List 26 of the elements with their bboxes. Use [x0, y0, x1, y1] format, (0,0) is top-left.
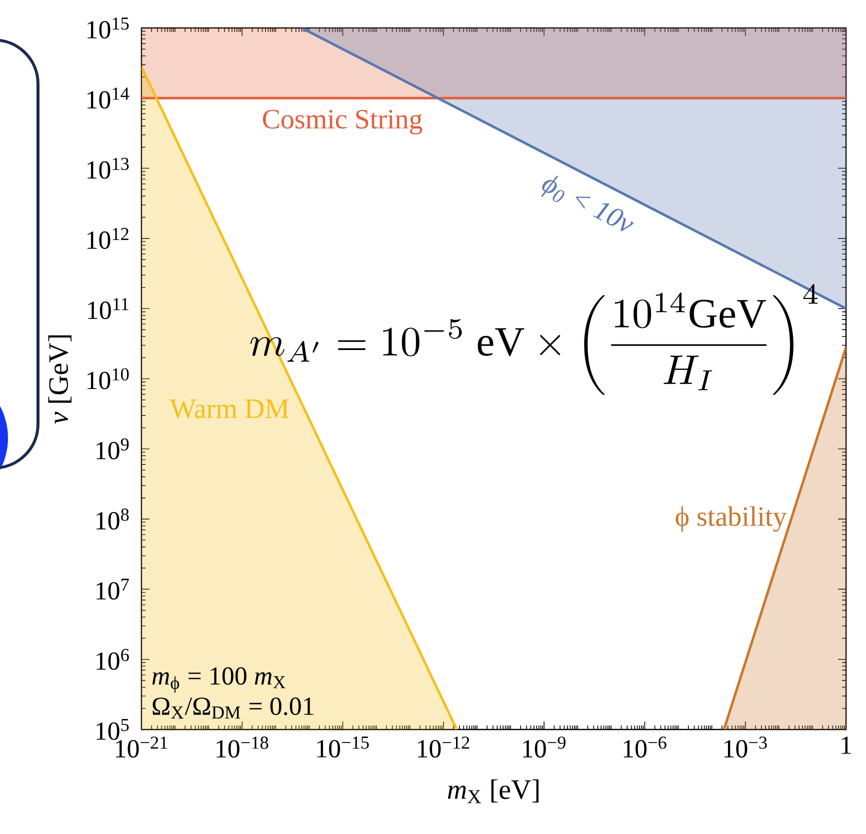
x-tick-label: 10$^{−18}$ — [216, 736, 268, 758]
y-tick-label: 10$^{9}$ — [96, 438, 129, 460]
y-tick-label: 10$^{5}$ — [96, 719, 129, 740]
x-tick-label: 10$^{−12}$ — [418, 736, 470, 758]
x-axis-title: m$_{X}$ [eV] — [448, 779, 539, 804]
x-tick-label: 10$^{−15}$ — [317, 736, 369, 758]
y-tick-label: 10$^{6}$ — [96, 648, 129, 670]
series-label: Cosmic String — [262, 110, 422, 134]
x-tick-label: 10$^{−6}$ — [624, 736, 666, 758]
y-tick-label: 10$^{7}$ — [96, 578, 129, 600]
y-tick-label: 10$^{12}$ — [88, 228, 128, 249]
annotation: Ω$_{X}$/Ω$_{DM}$ = 0.01 — [152, 698, 314, 718]
x-tick-label: 10$^{−9}$ — [523, 736, 566, 758]
y-tick-label: 10$^{13}$ — [88, 158, 129, 179]
text: ϕ$_{0}$ < 10v — [541, 176, 634, 232]
y-tick-label: 10$^{10}$ — [88, 368, 129, 390]
series-label: Warm DM — [170, 400, 289, 418]
y-tick-label: 10$^{11}$ — [88, 298, 128, 320]
y-tick-label: 10$^{8}$ — [96, 508, 129, 530]
x-tick-label: 10$^{−3}$ — [724, 736, 767, 758]
annotation: m$_{ϕ}$ = 100 m$_{X}$ — [152, 667, 286, 693]
y-axis-title: v [GeV] — [48, 335, 72, 424]
series-label: ϕ stability — [676, 506, 787, 532]
y-tick-label: 10$^{14}$ — [88, 88, 130, 109]
x-tick-label: 1 — [842, 736, 851, 754]
y-tick-label: 10$^{15}$ — [88, 18, 129, 38]
